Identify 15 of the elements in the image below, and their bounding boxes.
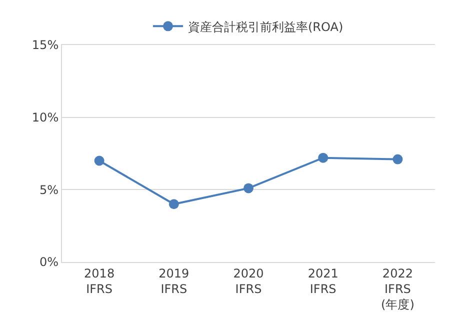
legend-label: 資産合計税引前利益率(ROA)	[188, 20, 344, 34]
point	[318, 152, 328, 163]
y-tick-label: 15%	[32, 38, 59, 52]
point	[244, 183, 254, 194]
y-tick-label: 0%	[40, 255, 59, 270]
point	[168, 199, 179, 210]
x-tick-label: 2020 IFRS	[233, 266, 264, 296]
x-tick-label: 2018 IFRS	[84, 266, 115, 296]
x-tick-label: 2021 IFRS	[308, 266, 338, 296]
x-tick-label: 2019 IFRS	[158, 266, 190, 296]
point	[94, 156, 104, 166]
y-tick-label: 10%	[32, 110, 59, 125]
y-tick-label: 5%	[40, 182, 59, 197]
x-tick-label: 2022 IFRS (年度)	[381, 266, 414, 312]
point	[392, 154, 403, 164]
